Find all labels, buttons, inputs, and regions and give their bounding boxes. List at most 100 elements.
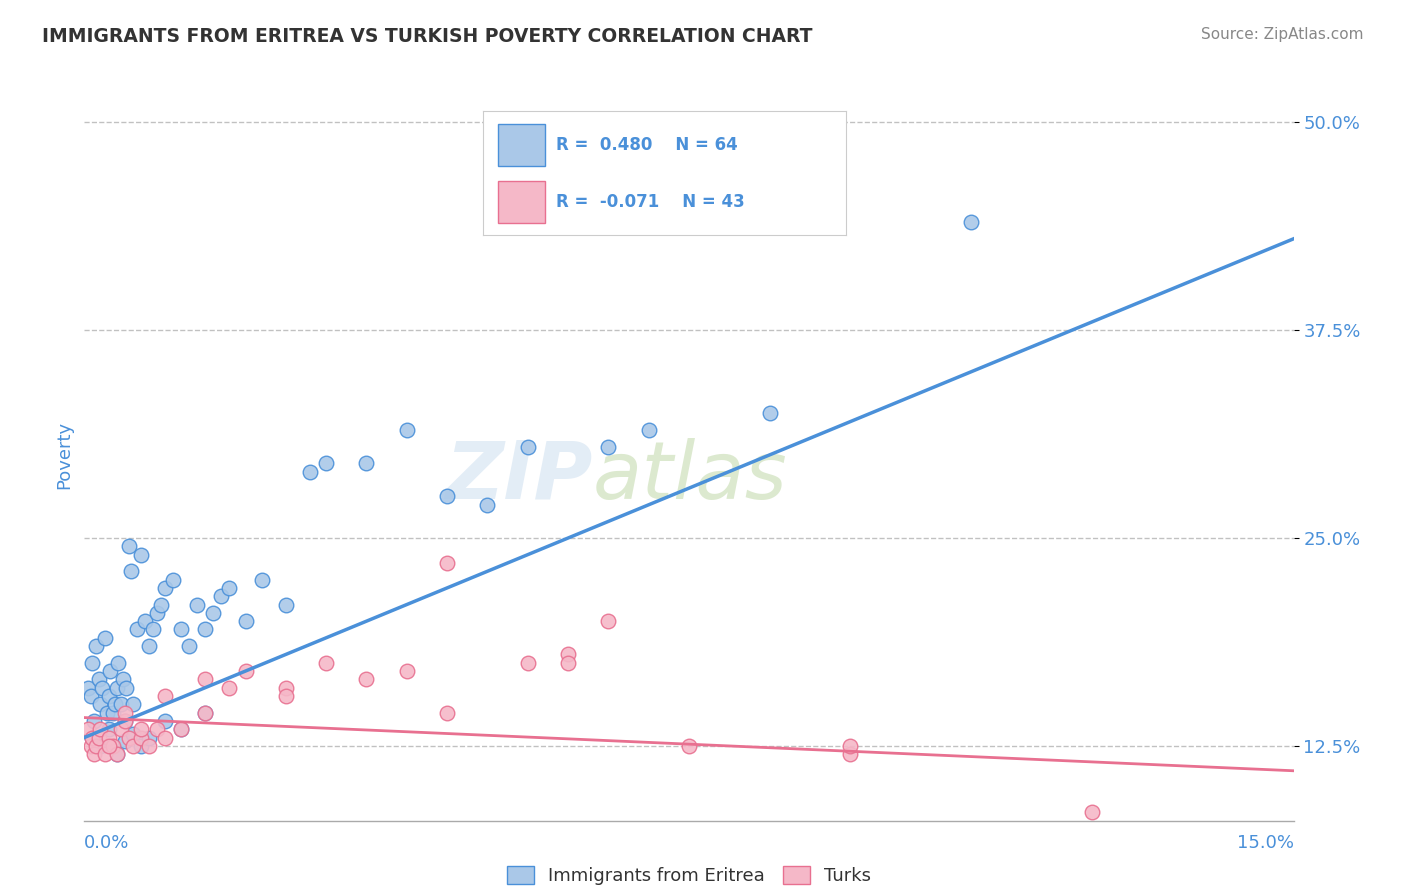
Point [114, 714, 136, 728]
Point [395, 423, 418, 437]
Point [315, 656, 337, 670]
Point [114, 714, 136, 728]
Point [153, 581, 176, 595]
Point [129, 739, 152, 753]
Point [129, 548, 152, 562]
Point [105, 747, 128, 761]
Point [162, 573, 184, 587]
Point [86, 739, 108, 753]
Point [436, 706, 458, 720]
Point [218, 681, 240, 695]
Legend: Immigrants from Eritrea, Turks: Immigrants from Eritrea, Turks [499, 858, 879, 892]
Point [121, 727, 143, 741]
Point [120, 564, 142, 578]
Point [839, 739, 862, 753]
Point [138, 639, 160, 653]
Point [153, 731, 176, 745]
Point [118, 539, 141, 553]
Point [235, 664, 257, 678]
Point [87, 731, 110, 745]
Point [477, 498, 499, 512]
Point [516, 440, 538, 454]
Point [121, 739, 143, 753]
Point [82, 656, 104, 670]
Point [110, 723, 132, 737]
Point [83, 747, 105, 761]
Point [758, 406, 780, 420]
Point [678, 739, 700, 753]
Point [87, 673, 110, 687]
Point [101, 739, 124, 753]
Point [118, 731, 141, 745]
Point [315, 456, 337, 470]
Point [146, 723, 169, 737]
Text: IMMIGRANTS FROM ERITREA VS TURKISH POVERTY CORRELATION CHART: IMMIGRANTS FROM ERITREA VS TURKISH POVER… [42, 27, 813, 45]
Point [83, 714, 105, 728]
Point [209, 589, 232, 603]
Point [115, 681, 138, 695]
Point [97, 689, 120, 703]
Point [170, 723, 193, 737]
Point [153, 714, 176, 728]
Point [80, 739, 103, 753]
Point [186, 598, 208, 612]
Point [93, 631, 115, 645]
Point [274, 689, 297, 703]
Point [114, 734, 136, 748]
Point [1081, 805, 1104, 820]
Y-axis label: Poverty: Poverty [55, 421, 73, 489]
Point [179, 639, 201, 653]
Text: atlas: atlas [592, 438, 787, 516]
Point [170, 723, 193, 737]
Point [82, 731, 104, 745]
Point [105, 747, 128, 761]
Point [138, 739, 160, 753]
Point [121, 698, 143, 712]
Point [97, 731, 120, 745]
Point [202, 606, 225, 620]
Point [77, 723, 100, 737]
Point [598, 614, 620, 628]
Point [89, 723, 111, 737]
Point [250, 573, 273, 587]
Point [82, 731, 104, 745]
Point [101, 706, 124, 720]
Text: ZIP: ZIP [444, 438, 592, 516]
Point [218, 581, 240, 595]
Point [299, 465, 322, 479]
Point [839, 747, 862, 761]
Point [93, 747, 115, 761]
Point [153, 689, 176, 703]
Point [598, 440, 620, 454]
Point [146, 606, 169, 620]
Point [436, 556, 458, 570]
Point [96, 706, 118, 720]
Point [77, 681, 100, 695]
Point [107, 656, 129, 670]
Point [86, 639, 108, 653]
Text: Source: ZipAtlas.com: Source: ZipAtlas.com [1201, 27, 1364, 42]
Point [125, 623, 148, 637]
Point [194, 623, 217, 637]
Point [194, 673, 217, 687]
Point [194, 706, 217, 720]
Point [91, 681, 114, 695]
Point [274, 681, 297, 695]
Point [149, 598, 172, 612]
Point [97, 723, 120, 737]
Point [89, 739, 111, 753]
Point [557, 648, 579, 662]
Point [97, 739, 120, 753]
Point [235, 614, 257, 628]
Point [637, 423, 659, 437]
Point [516, 656, 538, 670]
Point [89, 698, 111, 712]
Point [138, 731, 160, 745]
Point [129, 731, 152, 745]
Point [105, 681, 128, 695]
Point [112, 673, 135, 687]
Point [142, 623, 165, 637]
Point [98, 664, 121, 678]
Text: 15.0%: 15.0% [1236, 834, 1294, 852]
Point [170, 623, 193, 637]
